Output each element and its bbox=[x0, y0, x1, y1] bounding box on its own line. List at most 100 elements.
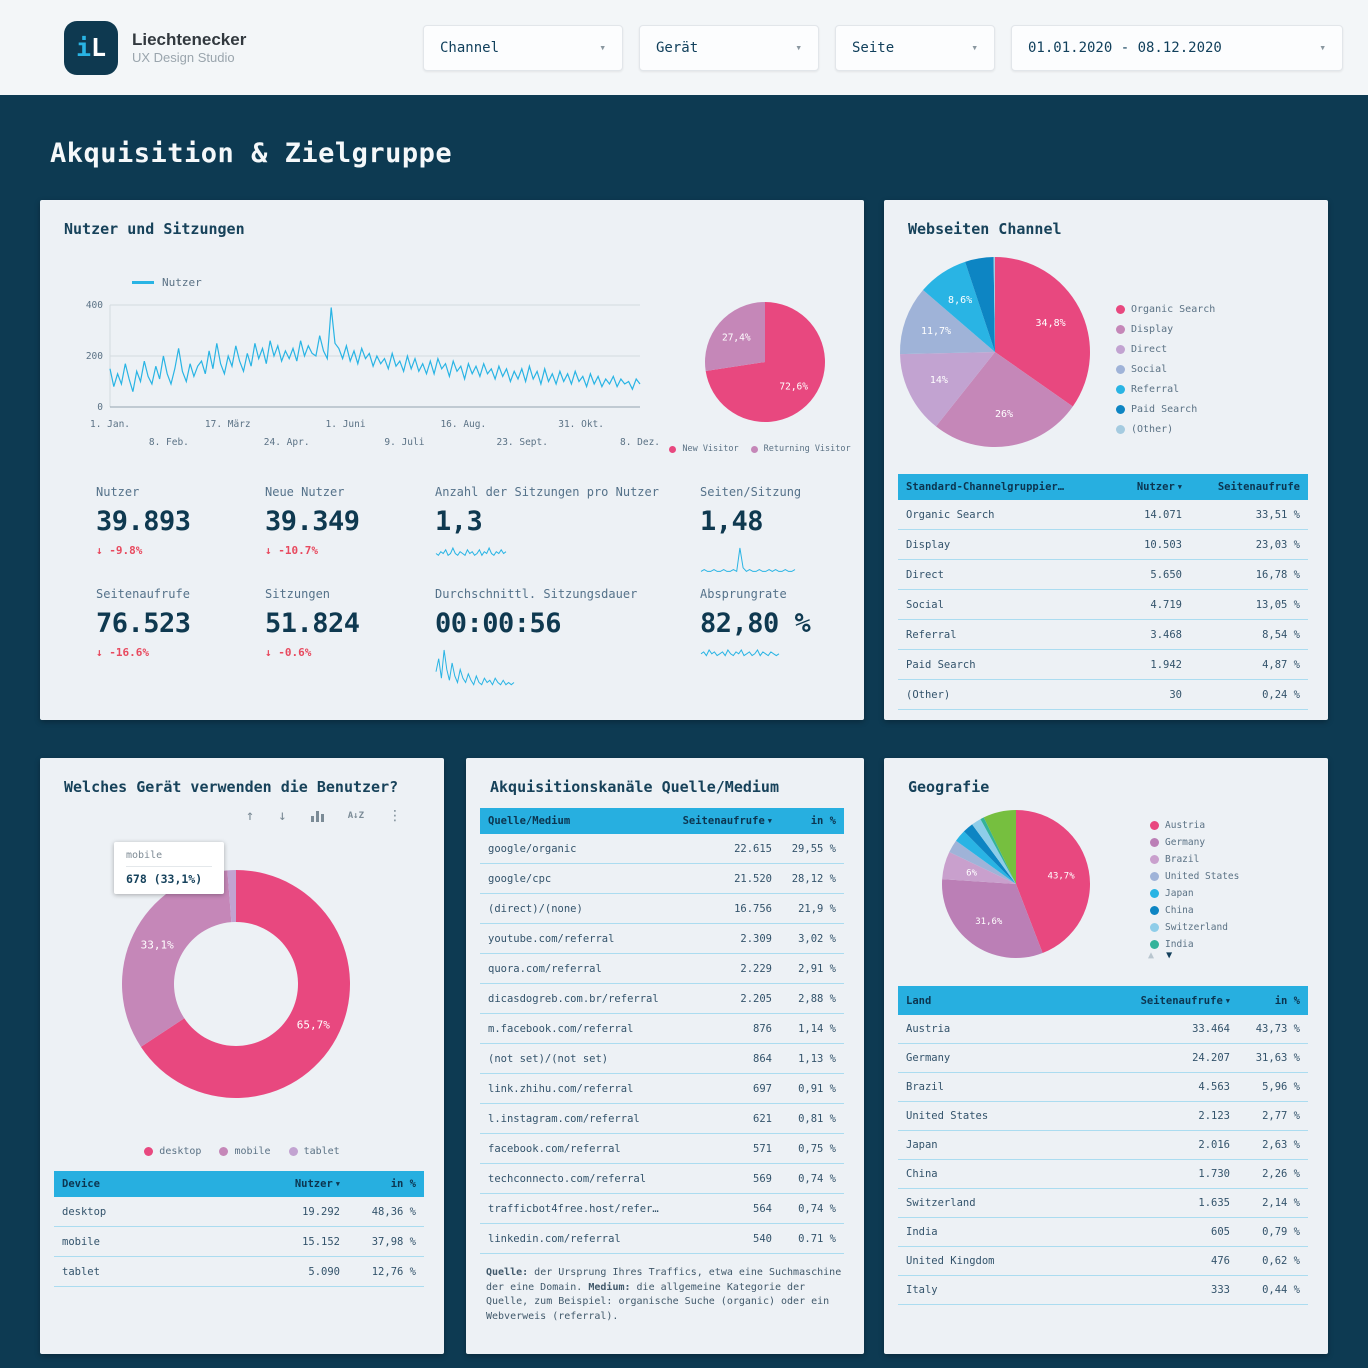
table-row[interactable]: trafficbot4free.host/refer… 564 0,74 % bbox=[480, 1194, 844, 1224]
filter-geraet[interactable]: Gerät ▾ bbox=[639, 24, 819, 71]
sort-indicator-icon: ▼ bbox=[335, 1180, 340, 1188]
table-row[interactable]: Brazil 4.563 5,96 % bbox=[898, 1073, 1308, 1102]
filter-daterange[interactable]: 01.01.2020 - 08.12.2020 ▾ bbox=[1011, 24, 1343, 71]
table-row[interactable]: Austria 33.464 43,73 % bbox=[898, 1015, 1308, 1044]
geo-pie-chart[interactable]: 43,7% 31,6% 6% bbox=[930, 802, 1100, 970]
sparkline bbox=[435, 649, 515, 686]
table-row[interactable]: Referral 3.468 8,54 % bbox=[898, 620, 1308, 650]
table-row[interactable]: India 605 0,79 % bbox=[898, 1218, 1308, 1247]
cell-value: 31,63 % bbox=[1255, 1052, 1300, 1064]
column-header[interactable]: Nutzer ▼ bbox=[294, 1178, 340, 1190]
arrow-up-icon[interactable]: ↑ bbox=[245, 808, 255, 824]
table-row[interactable]: quora.com/referral 2.229 2,91 % bbox=[480, 954, 844, 984]
table-row[interactable]: Japan 2.016 2,63 % bbox=[898, 1131, 1308, 1160]
table-row[interactable]: google/cpc 21.520 28,12 % bbox=[480, 864, 844, 894]
pie-slice-mobile[interactable] bbox=[122, 870, 232, 1047]
table-row[interactable]: linkedin.com/referral 540 0.71 % bbox=[480, 1224, 844, 1254]
pie-slice-direct[interactable] bbox=[900, 352, 995, 427]
table-row[interactable]: Germany 24.207 31,63 % bbox=[898, 1044, 1308, 1073]
pie-slice-india[interactable] bbox=[980, 817, 1016, 884]
column-header[interactable]: Quelle/Medium bbox=[488, 815, 571, 827]
kebab-icon[interactable]: ⋮ bbox=[388, 808, 402, 824]
slice-label: 65,7% bbox=[297, 1019, 330, 1032]
table-row[interactable]: (not set)/(not set) 864 1,13 % bbox=[480, 1044, 844, 1074]
pie-slice-referral[interactable] bbox=[923, 261, 995, 352]
column-header[interactable]: Standard-Channelgruppier… bbox=[906, 481, 1065, 493]
filter-seite[interactable]: Seite ▾ bbox=[835, 24, 995, 71]
table-row[interactable]: facebook.com/referral 571 0,75 % bbox=[480, 1134, 844, 1164]
table-row[interactable]: tablet 5.090 12,76 % bbox=[54, 1257, 424, 1287]
table-row[interactable]: desktop 19.292 48,36 % bbox=[54, 1197, 424, 1227]
table-row[interactable]: Display 10.503 23,03 % bbox=[898, 530, 1308, 560]
column-header[interactable]: Nutzer ▼ bbox=[1136, 481, 1182, 493]
pie-slice--other-[interactable] bbox=[993, 257, 995, 352]
table-row[interactable]: link.zhihu.com/referral 697 0,91 % bbox=[480, 1074, 844, 1104]
pie-slice-returning-visitor[interactable] bbox=[705, 302, 765, 372]
legend-dot-icon bbox=[1116, 345, 1125, 354]
pie-slice-display[interactable] bbox=[935, 352, 1073, 447]
pie-slice-switzerland[interactable] bbox=[972, 819, 1016, 884]
column-header[interactable]: in % bbox=[390, 1178, 416, 1190]
pie-slice-germany[interactable] bbox=[942, 879, 1043, 958]
sort-az-icon[interactable]: A↓Z bbox=[347, 810, 364, 821]
pie-slice-china[interactable] bbox=[963, 824, 1016, 884]
column-header[interactable]: Land bbox=[906, 994, 932, 1007]
column-header[interactable]: Seitenaufrufe ▼ bbox=[682, 815, 772, 827]
sort-asc-icon[interactable]: ▲ bbox=[1148, 950, 1155, 961]
visitor-pie-chart[interactable]: 72,6% 27,4% bbox=[665, 298, 855, 428]
table-row[interactable]: United Kingdom 476 0,62 % bbox=[898, 1247, 1308, 1276]
pie-slice-tablet[interactable] bbox=[227, 870, 236, 923]
pie-slice-austria[interactable] bbox=[1016, 810, 1090, 954]
pie-slice-organic-search[interactable] bbox=[995, 257, 1090, 407]
table-row[interactable]: (direct)/(none) 16.756 21,9 % bbox=[480, 894, 844, 924]
table-row[interactable]: dicasdogreb.com.br/referral 2.205 2,88 % bbox=[480, 984, 844, 1014]
column-header[interactable]: Seitenaufrufe bbox=[1217, 481, 1300, 493]
pie-slice-social[interactable] bbox=[900, 289, 995, 355]
table-row[interactable]: Social 4.719 13,05 % bbox=[898, 590, 1308, 620]
pie-slice-japan[interactable] bbox=[955, 831, 1016, 884]
column-header[interactable]: in % bbox=[810, 815, 836, 827]
table-row[interactable]: Organic Search 14.071 33,51 % bbox=[898, 500, 1308, 530]
filter-daterange-label: 01.01.2020 - 08.12.2020 bbox=[1028, 39, 1222, 56]
table-row[interactable]: l.instagram.com/referral 621 0,81 % bbox=[480, 1104, 844, 1134]
table-row[interactable]: United States 2.123 2,77 % bbox=[898, 1102, 1308, 1131]
column-header[interactable]: Seitenaufrufe ▼ bbox=[1140, 994, 1230, 1007]
table-row[interactable]: youtube.com/referral 2.309 3,02 % bbox=[480, 924, 844, 954]
table-row[interactable]: Direct 5.650 16,78 % bbox=[898, 560, 1308, 590]
kpi-label: Seitenaufrufe bbox=[96, 587, 190, 601]
pie-slice-paid-search[interactable] bbox=[965, 257, 995, 352]
pie-slice-new-visitor[interactable] bbox=[705, 302, 825, 422]
table-row[interactable]: mobile 15.152 37,98 % bbox=[54, 1227, 424, 1257]
table-row[interactable]: techconnecto.com/referral 569 0,74 % bbox=[480, 1164, 844, 1194]
table-row[interactable]: google/organic 22.615 29,55 % bbox=[480, 834, 844, 864]
column-header[interactable]: in % bbox=[1274, 994, 1300, 1007]
sort-desc-icon[interactable]: ▼ bbox=[1166, 950, 1173, 961]
line-legend-label: Nutzer bbox=[162, 276, 202, 289]
table-row[interactable]: Paid Search 1.942 4,87 % bbox=[898, 650, 1308, 680]
pie-slice--weitere-[interactable] bbox=[983, 810, 1016, 884]
device-donut-chart[interactable]: 65,7% 33,1% bbox=[40, 826, 444, 1134]
channel-pie-chart[interactable]: 34,8% 26% 14% 11,7% 8,6% bbox=[892, 244, 1108, 456]
bar-chart-icon[interactable] bbox=[310, 810, 324, 822]
filter-channel[interactable]: Channel ▾ bbox=[423, 24, 623, 71]
visitor-legend: New Visitor Returning Visitor bbox=[665, 444, 855, 454]
pie-slice-desktop[interactable] bbox=[140, 870, 350, 1098]
table-row[interactable]: Switzerland 1.635 2,14 % bbox=[898, 1189, 1308, 1218]
cell-value: 2,91 % bbox=[798, 962, 836, 975]
column-header[interactable]: Device bbox=[62, 1178, 100, 1190]
users-line-chart[interactable]: 0 200 400 1. Jan. 8. Feb. 17. März 24. Apr. 1. … bbox=[74, 295, 660, 455]
table-row[interactable]: China 1.730 2,26 % bbox=[898, 1160, 1308, 1189]
arrow-down-icon[interactable]: ↓ bbox=[278, 808, 287, 824]
cell-label: Switzerland bbox=[906, 1197, 976, 1209]
table-row[interactable]: Italy 333 0,44 % bbox=[898, 1276, 1308, 1305]
pie-slice-brazil[interactable] bbox=[942, 851, 1016, 884]
table-row[interactable]: m.facebook.com/referral 876 1,14 % bbox=[480, 1014, 844, 1044]
cell-value: 571 bbox=[753, 1142, 772, 1155]
legend-dot-icon bbox=[1116, 305, 1125, 314]
table-row[interactable]: (Other) 30 0,24 % bbox=[898, 680, 1308, 710]
cell-label: China bbox=[906, 1168, 938, 1180]
axis-label: 9. Juli bbox=[384, 437, 424, 448]
logo-brand: Liechtenecker bbox=[132, 29, 247, 49]
pie-slice-united-states[interactable] bbox=[949, 840, 1016, 884]
logo-mark-i: i bbox=[75, 33, 91, 62]
